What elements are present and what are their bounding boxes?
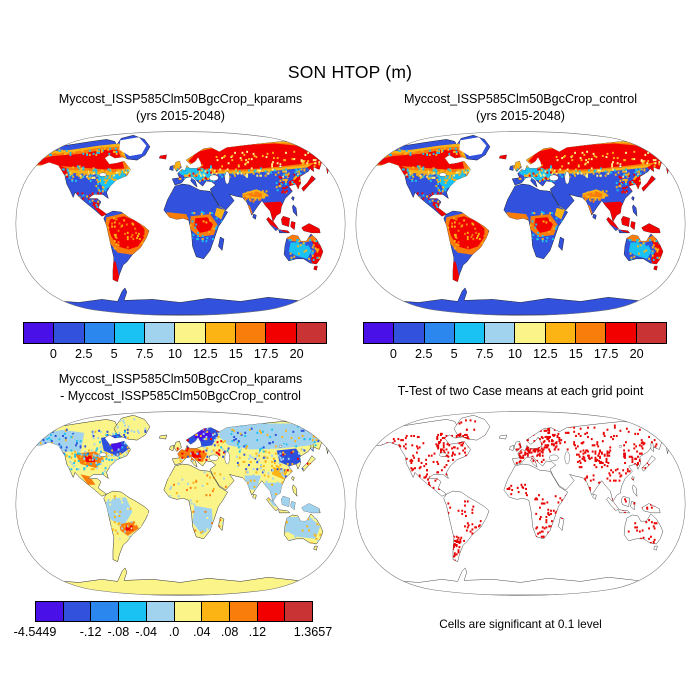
colorbar-tick-label: .04 [193,625,211,639]
colorbar-tick-labels: 0 2.5 5 7.5 10 12.5 15 17.5 20 [363,344,667,361]
panel-title-line1: T-Test of two Case means at each grid po… [397,384,644,398]
colorbar-tick-label: -.04 [135,625,158,639]
panel-title-line2: (yrs 2015-2048) [136,108,225,123]
panel-title-line1: Myccost_ISSP585Clm50BgcCrop_kparams [58,92,303,106]
colorbar-cell [91,602,120,621]
colorbar-tick-label: 12.5 [193,347,218,361]
colorbar-tick-label: .08 [220,625,239,639]
colorbar-cell [36,602,64,621]
colorbar-cell [24,323,55,343]
figure-main-title: SON HTOP (m) [287,62,413,82]
panel-title-bottom-left: Myccost_ISSP585Clm50BgcCrop_kparams - My… [14,371,347,405]
colorbar-cell [576,323,607,343]
colorbar-tick-label: 17.5 [253,347,279,361]
colorbar-tick-label: 15 [568,347,583,361]
map-bottom-left-difference [15,411,346,596]
colorbar-tick-label: 5 [110,347,118,361]
colorbar-tick-label: 0 [49,347,57,361]
colorbar-top-right: 0 2.5 5 7.5 10 12.5 15 17.5 20 [363,322,667,361]
colorbar-tick-label: -4.5449 [13,625,57,639]
colorbar-cells [363,322,667,344]
colorbar-cell [114,323,146,343]
colorbar-cell [174,602,203,621]
panel-title-top-right: Myccost_ISSP585Clm50BgcCrop_control (yrs… [354,91,687,125]
colorbar-cell [454,323,486,343]
colorbar-cell [364,323,395,343]
colorbar-cell [205,323,237,343]
colorbar-cell [236,323,267,343]
panel-title-top-left: Myccost_ISSP585Clm50BgcCrop_kparams (yrs… [14,91,347,125]
significance-caption: Cells are significant at 0.1 level [439,617,602,631]
colorbar-tick-label: 10 [507,347,523,361]
colorbar-cell [606,323,637,343]
colorbar-cell [145,323,176,343]
panel-title-line2: (yrs 2015-2048) [476,108,565,123]
colorbar-cell [63,602,92,621]
colorbar-cell [146,602,175,621]
colorbar-tick-labels: 0 2.5 5 7.5 10 12.5 15 17.5 20 [23,344,327,361]
colorbar-tick-label: 7.5 [475,347,494,361]
colorbar-cells [23,322,327,344]
colorbar-tick-label: 10 [167,347,183,361]
colorbar-tick-label: 2.5 [415,347,433,361]
colorbar-cell [266,323,297,343]
colorbar-tick-label: 17.5 [593,347,619,361]
colorbar-cell [296,323,326,343]
colorbar-cell [84,323,115,343]
colorbar-tick-label: 12.5 [533,347,558,361]
colorbar-tick-label: -.12 [79,625,102,639]
colorbar-tick-label: 1.3657 [293,625,333,639]
colorbar-cell [545,323,577,343]
map-top-right-control [355,131,686,316]
colorbar-tick-label: 7.5 [135,347,154,361]
panel-title-line2: - Myccost_ISSP585Clm50BgcCrop_control [60,388,301,403]
colorbar-tick-label: 0 [389,347,397,361]
panel-title-line1: Myccost_ISSP585Clm50BgcCrop_kparams [58,372,303,386]
colorbar-cell [257,602,286,621]
colorbar-tick-label: 5 [450,347,458,361]
colorbar-cell [515,323,546,343]
colorbar-tick-label: 2.5 [75,347,93,361]
colorbar-difference: -4.5449 -.12 -.08 -.04 .0 .04 .08 .12 1.3657 [14,601,333,639]
panel-title-bottom-right: T-Test of two Case means at each grid po… [354,383,687,400]
colorbar-cell [285,602,313,621]
colorbar-tick-label: 15 [228,347,243,361]
colorbar-tick-label: .12 [248,625,267,639]
colorbar-cell [119,602,147,621]
colorbar-tick-labels: -4.5449 -.12 -.08 -.04 .0 .04 .08 .12 1.3657 [14,622,333,639]
panel-title-line1: Myccost_ISSP585Clm50BgcCrop_control [403,92,638,106]
colorbar-cell [424,323,455,343]
colorbar-cell [485,323,516,343]
colorbar-cell [175,323,206,343]
colorbar-tick-label: -.08 [107,625,130,639]
colorbar-cells [35,601,313,622]
colorbar-cell [202,602,230,621]
colorbar-cell [394,323,425,343]
colorbar-cell [229,602,258,621]
map-top-left-kparams [15,131,346,316]
colorbar-top-left: 0 2.5 5 7.5 10 12.5 15 17.5 20 [23,322,327,361]
colorbar-tick-label: .0 [168,625,180,639]
colorbar-tick-label: 20 [629,347,644,361]
colorbar-tick-label: 20 [289,347,304,361]
colorbar-cell [636,323,666,343]
colorbar-cell [54,323,85,343]
map-bottom-right-ttest [355,411,686,596]
